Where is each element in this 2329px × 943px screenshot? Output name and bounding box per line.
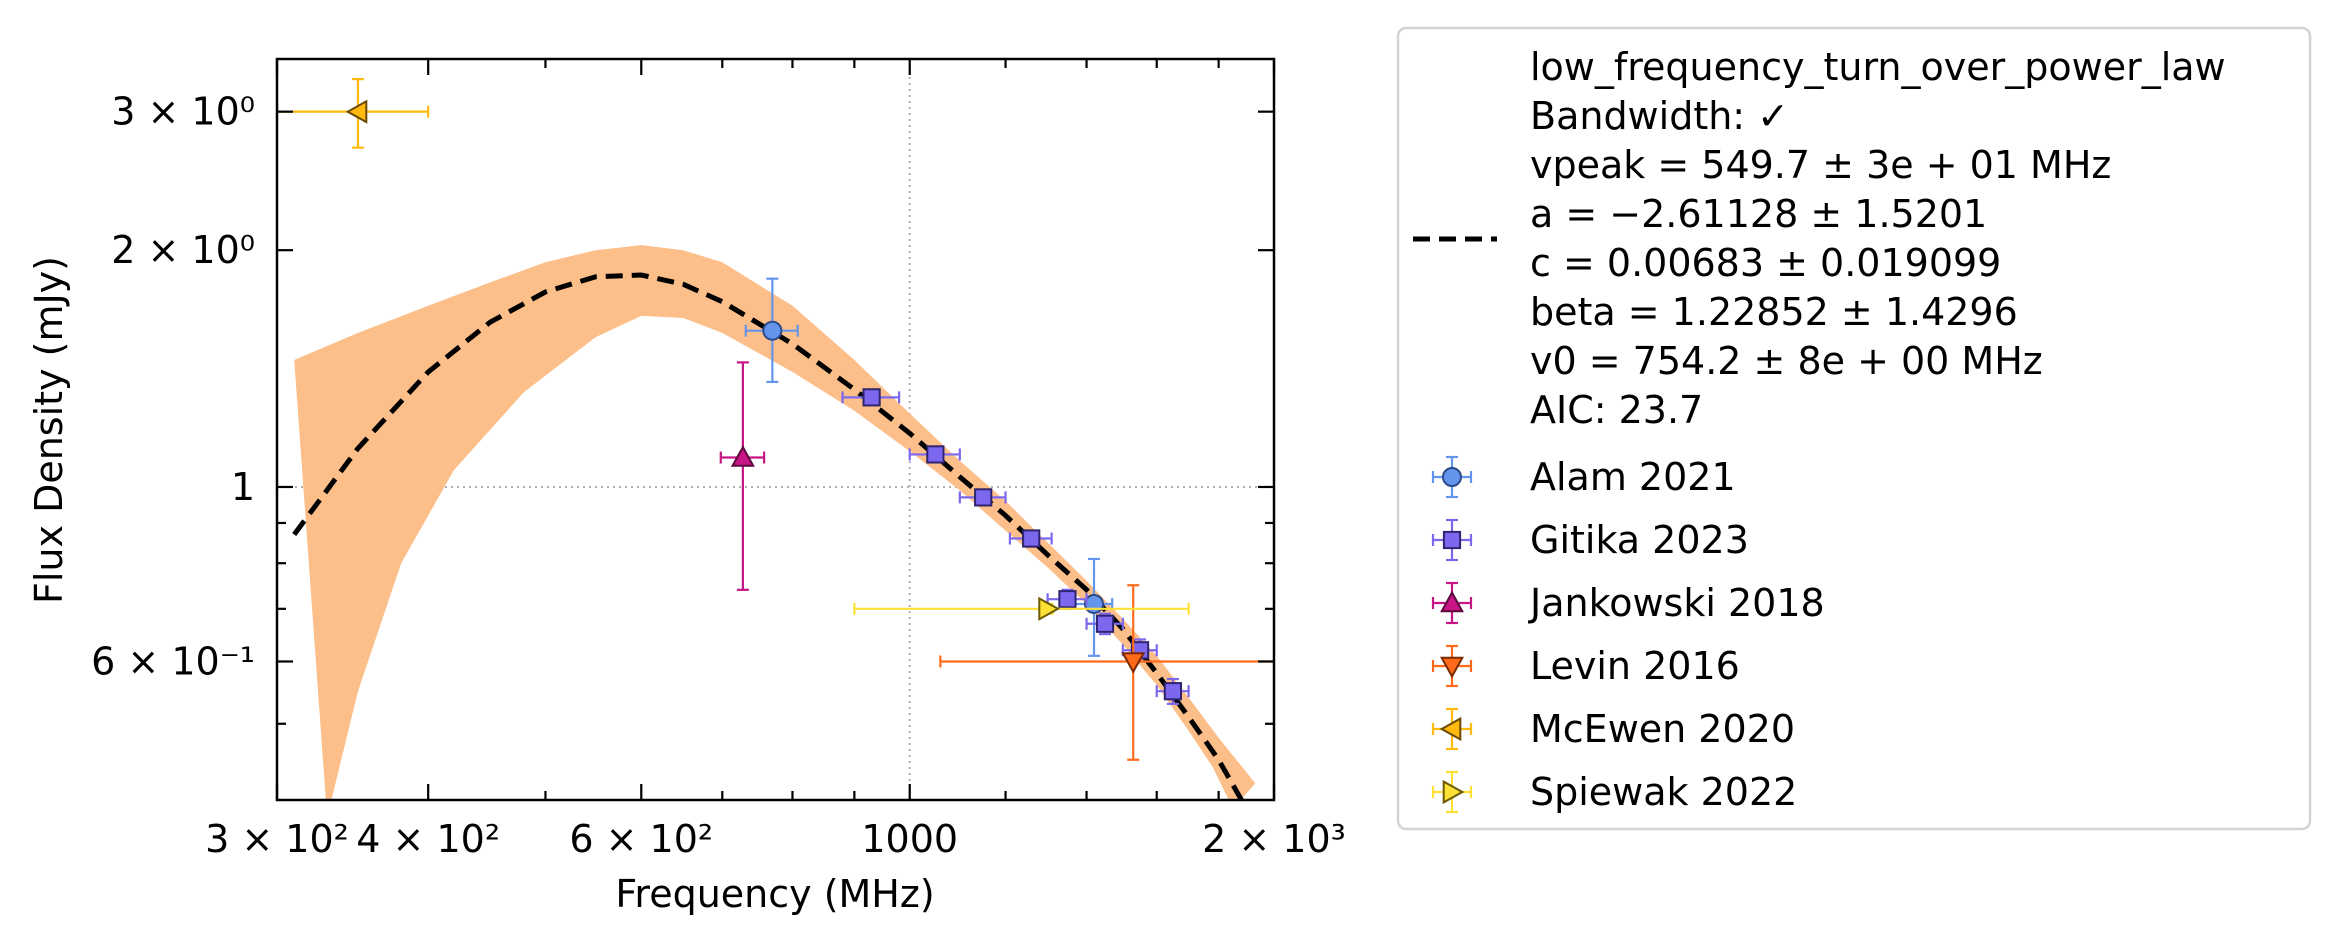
legend-model-line: c = 0.00683 ± 0.019099 xyxy=(1530,241,2001,285)
legend-model-line: Bandwidth: ✓ xyxy=(1530,94,1789,138)
legend-series: Alam 2021 Gitika 2023 Jankowski 2018 Levin … xyxy=(1431,455,1825,814)
model-uncertainty-band xyxy=(294,245,1256,800)
y-tick-label: 1 xyxy=(231,465,255,509)
x-axis-title: Frequency (MHz) xyxy=(615,872,934,916)
data-point xyxy=(1038,596,1061,621)
legend: low_frequency_turn_over_power_law Bandwid… xyxy=(1396,26,2312,831)
grid xyxy=(277,59,1274,800)
legend-model-line: a = −2.61128 ± 1.5201 xyxy=(1530,192,1987,236)
legend-label: Gitika 2023 xyxy=(1530,518,1749,562)
data-points xyxy=(277,78,1274,761)
x-tick-label: 2 × 10³ xyxy=(1202,817,1346,861)
legend-entry: Alam 2021 xyxy=(1431,455,1736,499)
y-axis-title: Flux Density (mJy) xyxy=(27,256,71,604)
y-tick-label: 2 × 10⁰ xyxy=(111,228,255,272)
legend-model-text: low_frequency_turn_over_power_law Bandwid… xyxy=(1530,45,2226,432)
data-point xyxy=(730,445,755,467)
data-point xyxy=(762,320,783,341)
legend-marker xyxy=(1439,716,1462,742)
data-point xyxy=(926,445,945,464)
legend-model-line: v0 = 754.2 ± 8e + 00 MHz xyxy=(1530,339,2043,383)
error-bar xyxy=(853,602,1190,615)
legend-marker xyxy=(1440,590,1464,613)
data-point xyxy=(1022,529,1041,548)
error-bar xyxy=(719,361,766,591)
legend-entry: Levin 2016 xyxy=(1431,644,1740,688)
legend-label: Spiewak 2022 xyxy=(1530,770,1797,814)
legend-model-line: AIC: 23.7 xyxy=(1530,388,1703,432)
y-tick-label: 6 × 10⁻¹ xyxy=(91,639,255,683)
legend-label: McEwen 2020 xyxy=(1530,707,1795,751)
legend-entry: Jankowski 2018 xyxy=(1431,581,1825,625)
series-levin-2016 xyxy=(939,584,1274,761)
legend-label: Levin 2016 xyxy=(1530,644,1740,688)
legend-marker xyxy=(1440,656,1464,679)
legend-entry: McEwen 2020 xyxy=(1431,707,1795,751)
legend-frame xyxy=(1396,26,2312,831)
series-mcewen-2020 xyxy=(277,78,430,149)
data-point xyxy=(1095,614,1115,633)
legend-label: Alam 2021 xyxy=(1530,455,1736,499)
legend-label: Jankowski 2018 xyxy=(1528,581,1825,625)
legend-marker xyxy=(1442,530,1462,550)
data-point xyxy=(1121,652,1146,674)
x-tick-label: 3 × 10² xyxy=(205,817,349,861)
legend-entry: Gitika 2023 xyxy=(1431,518,1749,562)
x-tick-label: 6 × 10² xyxy=(569,817,713,861)
data-point xyxy=(345,99,368,124)
legend-model-line: vpeak = 549.7 ± 3e + 01 MHz xyxy=(1530,143,2111,187)
legend-model-line: low_frequency_turn_over_power_law xyxy=(1530,45,2226,89)
data-point xyxy=(862,388,881,407)
series-spiewak-2022 xyxy=(853,596,1190,621)
x-tick-labels: 3 × 10² 4 × 10² 6 × 10² 1000 2 × 10³ xyxy=(205,817,1346,861)
plot-frame xyxy=(275,57,1276,802)
data-point xyxy=(1058,590,1077,609)
y-tick-label: 3 × 10⁰ xyxy=(111,90,255,134)
legend-model-line: beta = 1.22852 ± 1.4296 xyxy=(1530,290,2018,334)
plot-area: 3 × 10² 4 × 10² 6 × 10² 1000 2 × 10³ 6 × 10⁻… xyxy=(91,57,1346,861)
y-tick-labels: 6 × 10⁻¹ 1 2 × 10⁰ 3 × 10⁰ xyxy=(91,90,255,684)
series-jankowski-2018 xyxy=(719,361,766,591)
x-tick-label: 4 × 10² xyxy=(356,817,500,861)
axis-ticks xyxy=(275,59,1276,800)
legend-marker xyxy=(1442,779,1465,805)
model-band-group xyxy=(294,245,1256,800)
data-point xyxy=(974,488,993,507)
legend-swatch-error-bar xyxy=(1431,770,1473,814)
data-point xyxy=(1084,593,1105,614)
legend-entry: Spiewak 2022 xyxy=(1431,770,1797,814)
x-tick-label: 1000 xyxy=(861,817,958,861)
data-point xyxy=(1163,682,1183,701)
legend-marker xyxy=(1442,467,1462,487)
